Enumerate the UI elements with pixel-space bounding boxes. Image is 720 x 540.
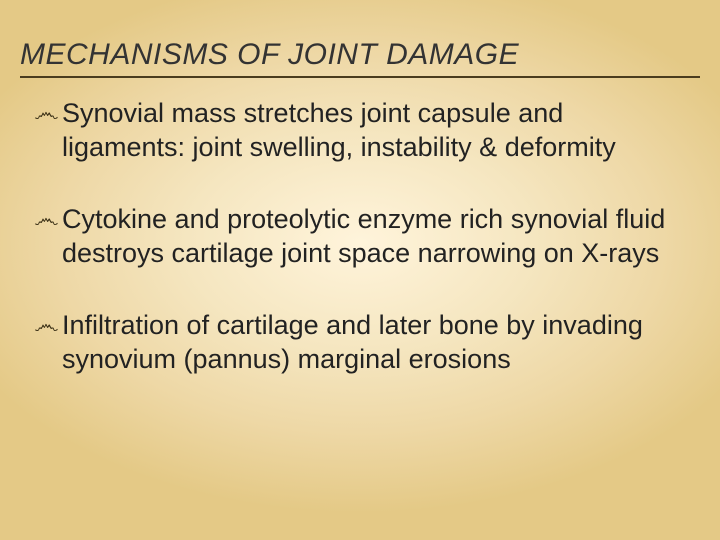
slide: MECHANISMS OF JOINT DAMAGE ෴ Synovial ma… <box>0 0 720 540</box>
bullet-text: Synovial mass stretches joint capsule an… <box>62 96 692 164</box>
bullet-icon: ෴ <box>34 308 60 342</box>
bullet-icon: ෴ <box>34 202 60 236</box>
list-item: ෴ Infiltration of cartilage and later bo… <box>34 308 692 376</box>
bullet-text: Cytokine and proteolytic enzyme rich syn… <box>62 202 692 270</box>
bullet-icon: ෴ <box>34 96 60 130</box>
list-item: ෴ Synovial mass stretches joint capsule … <box>34 96 692 164</box>
bullet-text: Infiltration of cartilage and later bone… <box>62 308 692 376</box>
slide-title: MECHANISMS OF JOINT DAMAGE <box>20 38 700 78</box>
list-item: ෴ Cytokine and proteolytic enzyme rich s… <box>34 202 692 270</box>
slide-body: ෴ Synovial mass stretches joint capsule … <box>34 96 692 414</box>
